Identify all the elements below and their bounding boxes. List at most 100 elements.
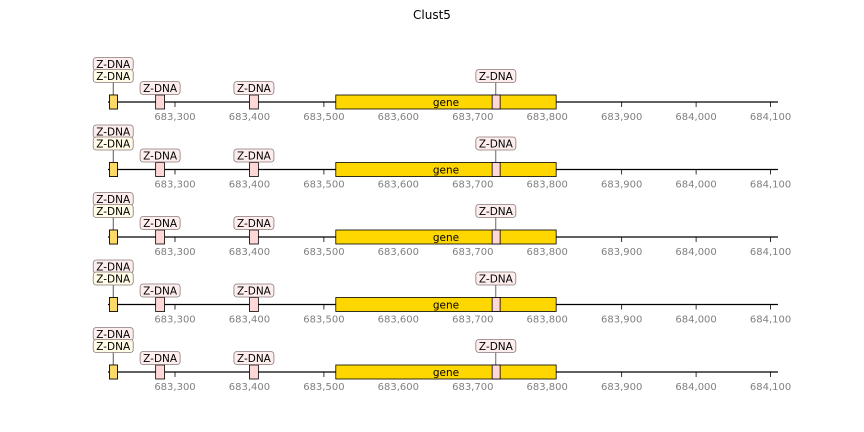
x-tick-label: 684,100 — [750, 382, 791, 393]
zdna-label: Z-DNA — [96, 127, 131, 139]
zdna-label-box — [92, 204, 134, 218]
x-tick-label: 683,500 — [303, 382, 344, 393]
tracks-group: 683,300 683,400 683,500 683,600 683,700 683,8… — [92, 57, 791, 393]
gene-label: gene — [433, 97, 459, 109]
zdna-label: Z-DNA — [96, 206, 131, 218]
x-tick-label: 684,100 — [750, 112, 791, 123]
zdna-label: Z-DNA — [479, 206, 514, 218]
zdna-label-box — [233, 216, 275, 230]
x-tick-label: 683,600 — [378, 112, 419, 123]
zdna-label: Z-DNA — [237, 151, 272, 163]
zdna-marker — [109, 162, 118, 177]
gene-label: gene — [433, 165, 459, 177]
zdna-label: Z-DNA — [143, 151, 178, 163]
zdna-marker — [155, 162, 165, 177]
zdna-label-box — [92, 271, 134, 286]
gene-bar — [335, 297, 557, 312]
x-tick-label: 683,500 — [303, 247, 344, 258]
zdna-marker — [491, 364, 501, 380]
zdna-label: Z-DNA — [237, 353, 272, 365]
zdna-marker — [491, 297, 501, 312]
x-tick-label: 684,000 — [675, 180, 716, 191]
zdna-label-box — [475, 136, 517, 151]
x-tick-label: 684,000 — [675, 315, 716, 326]
x-tick-label: 683,300 — [154, 112, 195, 123]
x-tick-label: 683,600 — [378, 247, 419, 258]
x-tick-label: 684,000 — [675, 112, 716, 123]
zdna-label: Z-DNA — [96, 59, 131, 71]
zdna-label-box — [139, 148, 181, 163]
zdna-label: Z-DNA — [479, 274, 514, 286]
x-tick-label: 683,800 — [527, 180, 568, 191]
x-tick-label: 683,300 — [154, 247, 195, 258]
x-tick-label: 683,300 — [154, 382, 195, 393]
zdna-marker — [155, 297, 165, 312]
zdna-label-box — [139, 283, 181, 298]
zdna-label-box — [139, 216, 181, 230]
x-tick-label: 683,800 — [527, 112, 568, 123]
x-tick-label: 683,700 — [452, 247, 493, 258]
zdna-label-box — [233, 148, 275, 163]
zdna-label: Z-DNA — [479, 139, 514, 151]
zdna-label: Z-DNA — [237, 218, 272, 230]
zdna-label-box — [139, 351, 181, 365]
x-tick-label: 683,900 — [601, 382, 642, 393]
zdna-label: Z-DNA — [96, 341, 131, 353]
track-5: 683,300 683,400 683,500 683,600 683,700 683,8… — [92, 327, 791, 393]
track-1: 683,300 683,400 683,500 683,600 683,700 683,8… — [92, 57, 791, 123]
x-tick-label: 683,800 — [527, 315, 568, 326]
gene-bar — [335, 162, 557, 177]
zdna-label: Z-DNA — [96, 262, 131, 274]
zdna-marker — [155, 364, 165, 380]
zdna-marker — [491, 162, 501, 177]
x-tick-label: 683,300 — [154, 315, 195, 326]
x-tick-label: 683,900 — [601, 180, 642, 191]
gene-label: gene — [433, 232, 459, 244]
zdna-marker — [249, 297, 259, 312]
track-3: 683,300 683,400 683,500 683,600 683,700 683,8… — [92, 192, 791, 258]
x-tick-label: 684,100 — [750, 315, 791, 326]
x-tick-label: 683,700 — [452, 180, 493, 191]
zdna-marker — [109, 364, 118, 380]
zdna-marker — [109, 229, 118, 245]
zdna-label: Z-DNA — [143, 83, 178, 95]
zdna-marker — [155, 229, 165, 245]
zdna-label: Z-DNA — [237, 83, 272, 95]
zdna-marker — [109, 297, 118, 312]
zdna-label-box — [139, 81, 181, 95]
x-tick-label: 683,400 — [229, 247, 270, 258]
zdna-label: Z-DNA — [143, 218, 178, 230]
x-tick-label: 683,300 — [154, 180, 195, 191]
zdna-marker — [109, 94, 118, 110]
zdna-marker — [491, 229, 501, 245]
x-tick-label: 683,700 — [452, 382, 493, 393]
zdna-label: Z-DNA — [479, 71, 514, 83]
zdna-label-box — [233, 351, 275, 365]
zdna-label: Z-DNA — [96, 194, 131, 206]
zdna-label: Z-DNA — [96, 71, 131, 83]
gene-label: gene — [433, 300, 459, 312]
x-tick-label: 684,000 — [675, 382, 716, 393]
zdna-label: Z-DNA — [96, 274, 131, 286]
zdna-marker — [249, 162, 259, 177]
zdna-label-box — [233, 81, 275, 95]
x-tick-label: 683,500 — [303, 315, 344, 326]
gene-bar — [335, 94, 557, 110]
x-tick-label: 683,800 — [527, 247, 568, 258]
zdna-label-box — [92, 136, 134, 151]
zdna-marker — [249, 94, 259, 110]
x-tick-label: 683,900 — [601, 247, 642, 258]
zdna-label: Z-DNA — [237, 286, 272, 298]
x-tick-label: 683,600 — [378, 315, 419, 326]
x-tick-label: 683,400 — [229, 180, 270, 191]
zdna-marker — [155, 94, 165, 110]
figure-title: Clust5 — [413, 8, 451, 22]
x-tick-label: 683,500 — [303, 112, 344, 123]
x-tick-label: 683,400 — [229, 112, 270, 123]
zdna-label-box — [475, 271, 517, 286]
x-tick-label: 683,700 — [452, 112, 493, 123]
x-tick-label: 683,900 — [601, 112, 642, 123]
x-tick-label: 683,600 — [378, 382, 419, 393]
zdna-label-box — [475, 339, 517, 353]
x-tick-label: 683,700 — [452, 315, 493, 326]
